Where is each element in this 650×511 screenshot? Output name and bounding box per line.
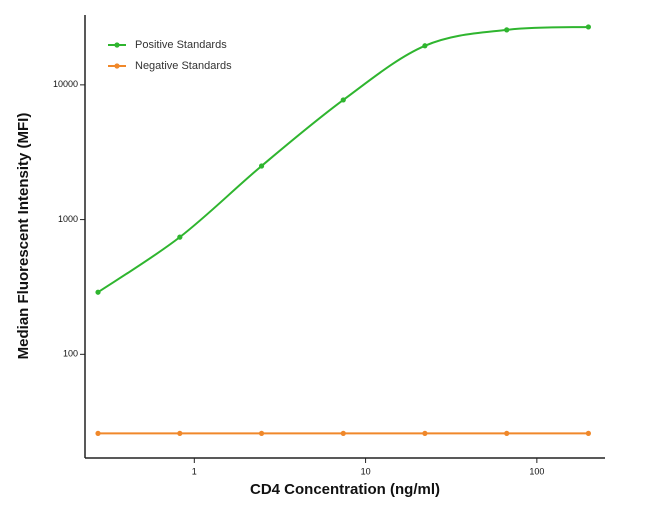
data-point [340,430,346,436]
data-point [504,430,510,436]
data-point [585,24,592,30]
legend-label: Positive Standards [135,39,227,51]
y-tick-label: 10000 [53,79,78,89]
data-point [177,430,183,436]
legend-label: Negative Standards [135,60,232,72]
y-axis-title: Median Fluorescent Intensity (MFI) [15,113,32,360]
data-point [177,234,183,240]
x-tick-label: 100 [529,466,544,476]
y-tick-label: 1000 [58,214,78,224]
legend-marker [114,42,120,48]
data-point [258,163,265,169]
data-point [95,430,101,436]
data-point [422,430,428,436]
x-tick-label: 1 [192,466,197,476]
data-point [585,430,592,436]
data-point [504,27,510,33]
data-point [422,43,428,49]
x-axis-title: CD4 Concentration (ng/ml) [250,481,440,498]
x-tick-label: 10 [361,466,371,476]
data-point [258,430,265,436]
legend-marker [114,63,120,69]
data-point [340,97,346,103]
data-point [95,289,101,295]
y-tick-label: 100 [63,349,78,359]
